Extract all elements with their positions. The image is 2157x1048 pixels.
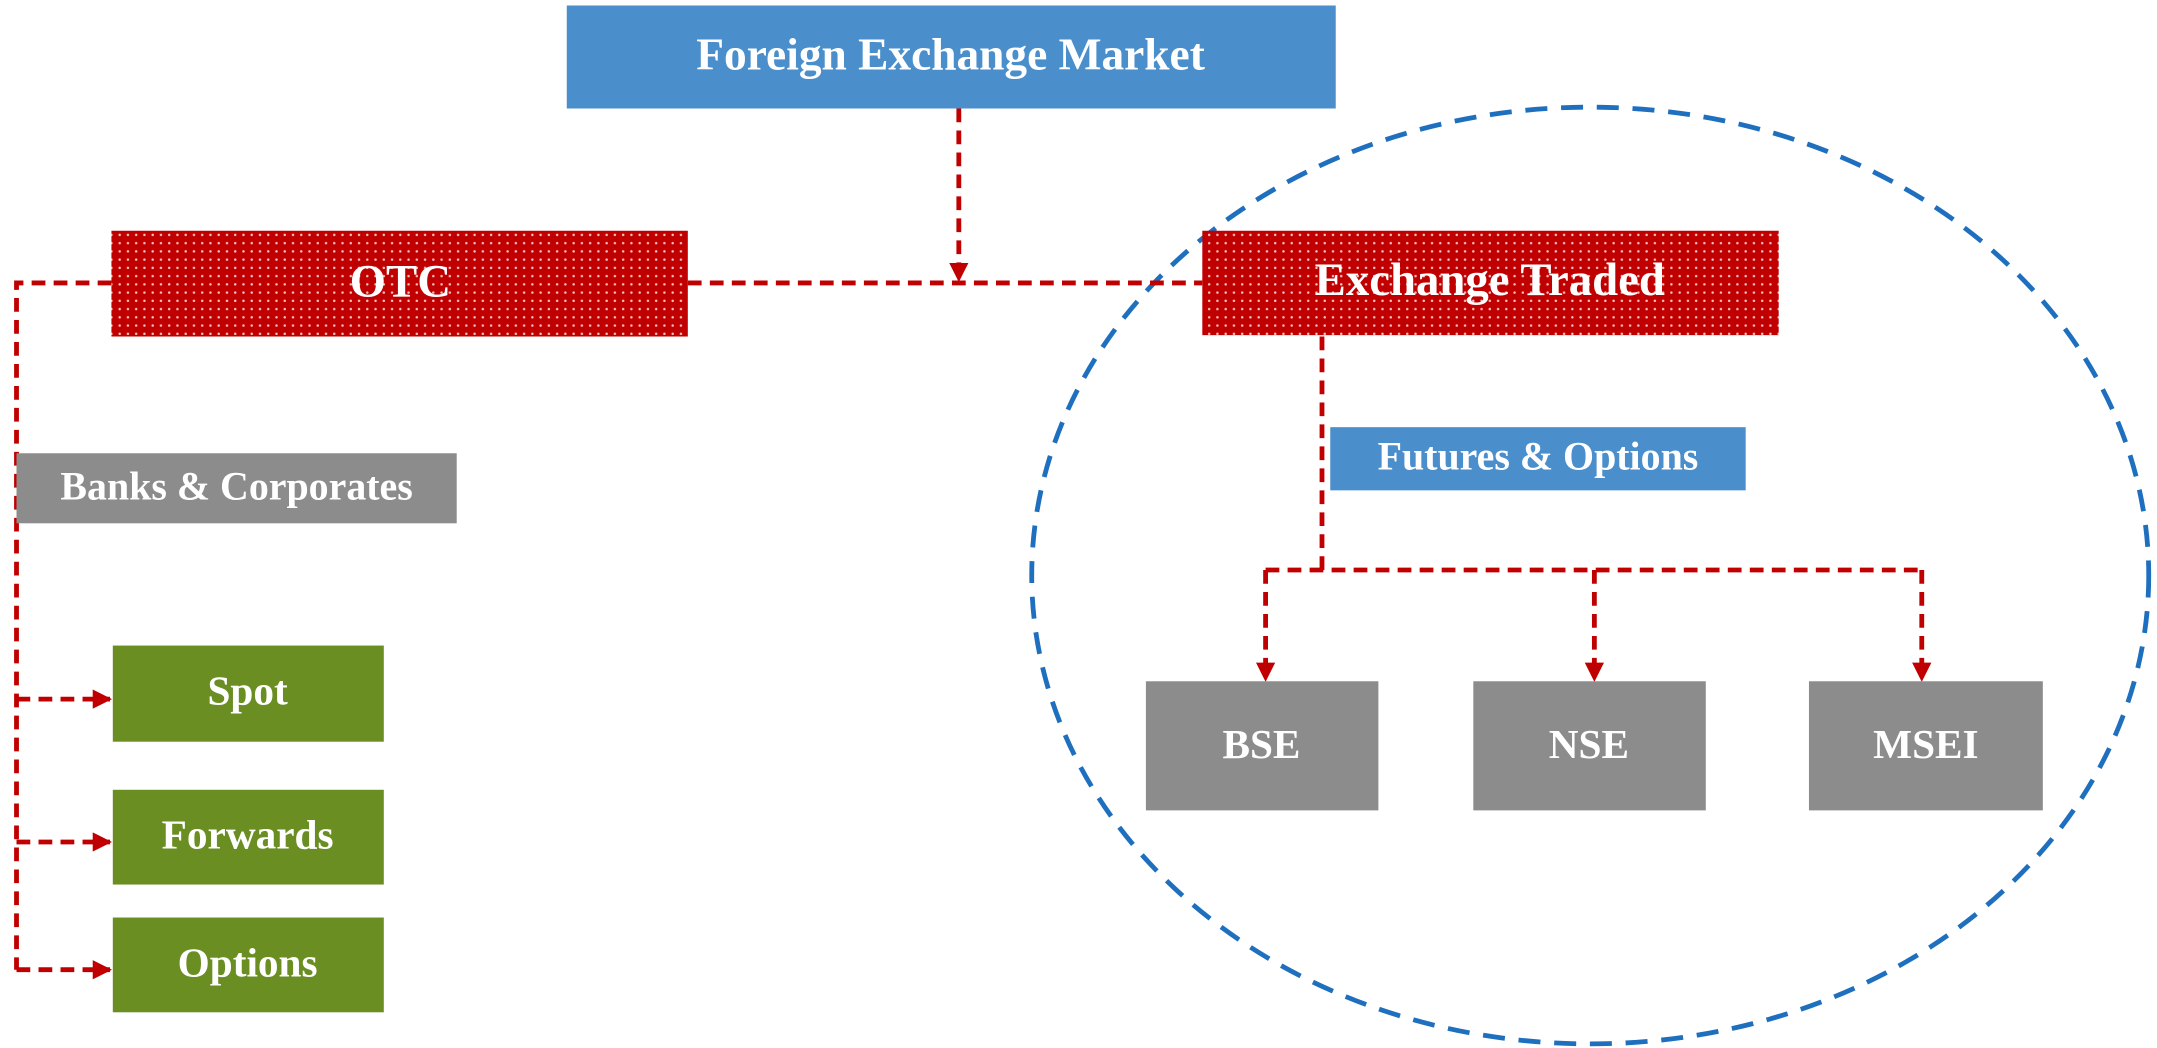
msei-label: MSEI — [1873, 721, 1978, 767]
fo-label: Futures & Options — [1378, 433, 1699, 478]
exchange-box — [1202, 230, 1779, 336]
fo-box — [1330, 427, 1746, 491]
spot-box — [112, 645, 384, 742]
options-label: Options — [178, 939, 318, 985]
otc-box — [111, 230, 688, 337]
bse-box — [1145, 681, 1379, 811]
forwards-label: Forwards — [162, 812, 334, 858]
exchange-label: Exchange Traded — [1315, 254, 1665, 306]
nse-label: NSE — [1549, 721, 1629, 767]
spot-label: Spot — [207, 667, 288, 713]
banks-label: Banks & Corporates — [60, 464, 412, 509]
connector — [14, 280, 112, 970]
forwards-box — [112, 789, 384, 885]
exchange-ellipse — [1029, 104, 2152, 1047]
otc-label: OTC — [350, 255, 451, 307]
options-box — [112, 917, 384, 1013]
banks-box — [16, 453, 457, 524]
bse-label: BSE — [1222, 721, 1300, 767]
msei-box — [1808, 681, 2043, 811]
root-label: Foreign Exchange Market — [696, 29, 1205, 79]
nse-box — [1473, 681, 1706, 811]
connectors — [14, 108, 1932, 980]
root-box — [566, 5, 1336, 109]
